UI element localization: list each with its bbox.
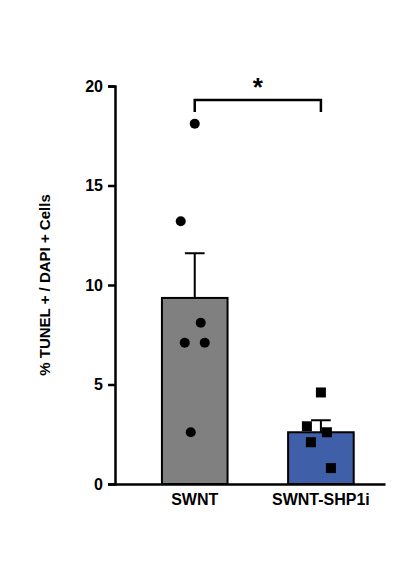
data-point: [180, 338, 190, 348]
data-point: [306, 437, 316, 447]
data-point: [316, 387, 326, 397]
data-point: [302, 421, 312, 431]
plot-marks: [162, 100, 354, 484]
y-tick-label: 10: [85, 277, 103, 294]
x-tick-label: SWNT-SHP1i: [272, 491, 370, 508]
y-tick: 15: [85, 177, 115, 194]
significance-label: *: [253, 72, 264, 102]
x-axis: SWNT SWNT-SHP1i: [116, 485, 386, 509]
y-tick-mark: [108, 85, 115, 88]
y-tick-mark: [108, 284, 115, 287]
x-tick: SWNT-SHP1i: [272, 491, 370, 508]
error-bar: [185, 253, 205, 298]
y-tick-mark: [108, 185, 115, 188]
y-tick: 20: [85, 78, 115, 95]
y-tick-label: 15: [85, 177, 103, 194]
data-point: [186, 427, 196, 437]
x-tick-label: SWNT: [171, 491, 218, 508]
y-tick: 10: [85, 277, 115, 294]
y-tick-mark: [108, 483, 115, 486]
y-axis-title: % TUNEL + / DAPI + Cells: [36, 194, 53, 375]
x-tick: SWNT: [171, 491, 218, 508]
chart: 0 5 10 15 20 SWNT SWNT-SHP1i % TUNEL + / DAPI +…: [0, 0, 416, 567]
data-point: [196, 318, 206, 328]
bar: [288, 432, 354, 484]
y-tick-mark: [108, 384, 115, 387]
y-tick-label: 5: [94, 376, 103, 393]
bar: [162, 298, 228, 484]
y-tick-label: 0: [94, 476, 103, 493]
data-point: [322, 427, 332, 437]
y-tick: 0: [94, 476, 115, 493]
data-point: [176, 216, 186, 226]
y-axis: 0 5 10 15 20: [85, 78, 115, 493]
data-point: [190, 119, 200, 129]
y-tick-label: 20: [85, 78, 103, 95]
data-point: [200, 338, 210, 348]
y-axis-line: [108, 87, 116, 485]
data-point: [326, 463, 336, 473]
y-tick: 5: [94, 376, 115, 393]
